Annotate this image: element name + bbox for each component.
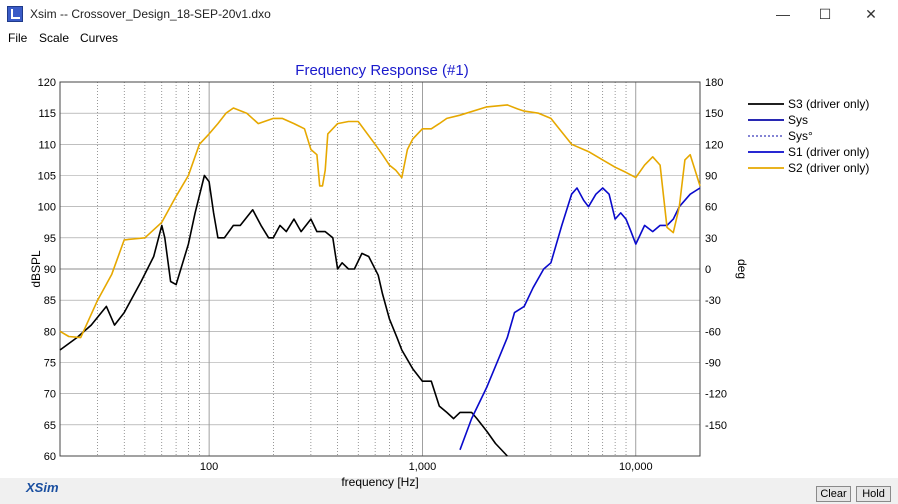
- y-tick-label: 65: [44, 420, 56, 432]
- y2-tick-label: -60: [705, 326, 721, 338]
- x-tick-label: 1,000: [409, 461, 437, 473]
- menu-curves[interactable]: Curves: [80, 31, 119, 45]
- menu-file[interactable]: File: [8, 31, 28, 45]
- y2-tick-label: -90: [705, 358, 721, 370]
- legend-label: S3 (driver only): [788, 97, 869, 111]
- legend-label: Sys: [788, 113, 808, 127]
- app-icon: [7, 6, 23, 22]
- y-tick-label: 80: [44, 326, 56, 338]
- y-tick-label: 75: [44, 358, 56, 370]
- y2-tick-label: 30: [705, 233, 717, 245]
- x-tick-label: 10,000: [619, 461, 653, 473]
- legend-label: Sys°: [788, 129, 813, 143]
- hold-button[interactable]: Hold: [856, 486, 891, 502]
- y-axis-label: dBSPL: [29, 250, 43, 288]
- y-tick-label: 60: [44, 451, 56, 463]
- clear-button[interactable]: Clear: [816, 486, 851, 502]
- y-tick-label: 120: [38, 77, 56, 89]
- y2-tick-label: -120: [705, 389, 727, 401]
- title-bar: Xsim -- Crossover_Design_18-SEP-20v1.dxo…: [0, 0, 898, 28]
- y-tick-label: 110: [38, 139, 56, 151]
- y2-tick-label: 60: [705, 202, 717, 214]
- menu-scale[interactable]: Scale: [39, 31, 70, 45]
- x-tick-label: 100: [200, 461, 218, 473]
- window-title: Xsim -- Crossover_Design_18-SEP-20v1.dxo: [30, 7, 271, 21]
- y2-tick-label: -30: [705, 295, 721, 307]
- y-tick-label: 70: [44, 389, 56, 401]
- y2-tick-label: -150: [705, 420, 727, 432]
- y-tick-label: 100: [38, 202, 56, 214]
- y-tick-label: 95: [44, 233, 56, 245]
- chart-title: Frequency Response (#1): [295, 62, 468, 79]
- y2-tick-label: 120: [705, 139, 723, 151]
- series-line-s3-driver-only-: [59, 174, 508, 457]
- y-tick-label: 105: [38, 171, 56, 183]
- maximize-button[interactable]: ☐: [818, 6, 832, 22]
- series-line-s2-driver-only-: [59, 104, 701, 339]
- x-axis-label: frequency [Hz]: [341, 475, 418, 489]
- minimize-button[interactable]: —: [776, 6, 790, 22]
- series-line-s1-driver-only-: [459, 187, 701, 451]
- plot-frame: [59, 81, 701, 457]
- legend-label: S1 (driver only): [788, 145, 869, 159]
- xsim-logo: XSim: [26, 480, 59, 495]
- y2-tick-label: 180: [705, 77, 723, 89]
- y2-axis-label: deg: [735, 259, 749, 279]
- legend-label: S2 (driver only): [788, 161, 869, 175]
- y2-tick-label: 90: [705, 171, 717, 183]
- y2-tick-label: 0: [705, 264, 711, 276]
- y-tick-label: 115: [38, 108, 56, 120]
- menu-bar: File Scale Curves: [0, 28, 898, 48]
- y-tick-label: 90: [44, 264, 56, 276]
- y-tick-label: 85: [44, 295, 56, 307]
- y2-tick-label: 150: [705, 108, 723, 120]
- close-button[interactable]: ✕: [865, 6, 877, 22]
